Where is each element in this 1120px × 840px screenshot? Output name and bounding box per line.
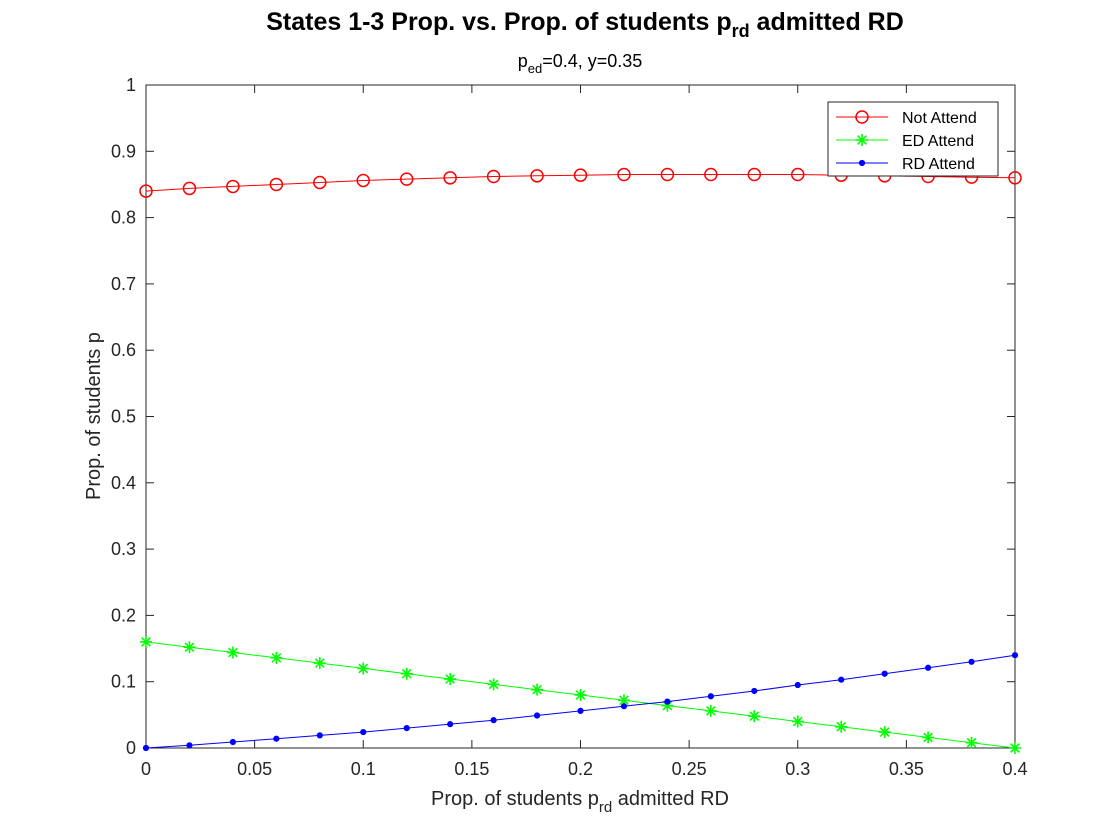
data-point <box>530 169 544 183</box>
y-tick-label: 1 <box>126 75 136 95</box>
data-point <box>356 173 370 188</box>
data-point <box>1008 171 1022 185</box>
data-point <box>835 720 848 733</box>
data-point <box>447 721 454 728</box>
x-axis-label: Prop. of students prd admitted RD <box>431 788 729 816</box>
chart-subtitle: ped=0.4, y=0.35 <box>518 51 643 76</box>
y-tick-label: 0.5 <box>111 407 136 427</box>
data-point <box>487 678 500 691</box>
data-point <box>881 670 888 677</box>
data-point <box>269 177 284 192</box>
data-point <box>661 699 674 712</box>
data-point <box>182 181 197 196</box>
chart-title: States 1-3 Prop. vs. Prop. of students p… <box>266 8 904 41</box>
data-point <box>878 726 891 739</box>
y-tick-label: 0.2 <box>111 605 136 625</box>
legend-label: Not Attend <box>902 110 977 127</box>
legend-entry: RD Attend <box>836 156 975 173</box>
legend-entry: Not Attend <box>836 110 977 127</box>
data-point <box>574 688 587 701</box>
data-point <box>403 725 410 732</box>
data-point <box>1011 652 1019 659</box>
data-point <box>400 667 413 680</box>
data-point <box>140 635 152 648</box>
data-point <box>531 683 544 696</box>
data-point <box>704 704 717 717</box>
data-point <box>748 710 761 723</box>
data-point <box>226 646 239 659</box>
x-tick-label: 0.1 <box>351 759 376 779</box>
x-tick-label: 0.15 <box>454 759 489 779</box>
legend-label: ED Attend <box>902 133 974 150</box>
data-point <box>360 728 367 736</box>
data-point <box>664 698 671 705</box>
axis-ticks: 0 0.05 0.1 0.15 0.2 0.25 0.3 0.35 0.4 0 0.1 0.2 0.3 0… <box>111 75 1028 779</box>
x-tick-label: 0.2 <box>568 759 593 779</box>
data-point <box>747 167 762 182</box>
data-point <box>620 703 628 710</box>
data-point <box>925 664 932 671</box>
y-tick-label: 0 <box>126 738 136 758</box>
data-point <box>577 707 584 714</box>
data-point <box>183 641 196 654</box>
data-point <box>273 735 280 742</box>
plot-area <box>145 84 1016 749</box>
series-ed-attend <box>140 635 1021 754</box>
data-point <box>968 658 975 665</box>
data-point <box>139 184 153 198</box>
x-tick-label: 0.35 <box>889 759 924 779</box>
data-point <box>226 179 240 194</box>
x-tick-label: 0.05 <box>237 759 272 779</box>
legend: Not Attend ED Attend RD Attend <box>827 101 999 177</box>
data-point <box>617 167 631 182</box>
legend-marker <box>855 110 869 124</box>
x-tick-label: 0 <box>141 759 151 779</box>
y-tick-label: 0.6 <box>111 340 136 360</box>
data-point <box>573 168 588 182</box>
y-axis-label: Prop. of students p <box>83 332 105 500</box>
data-point <box>533 712 541 719</box>
data-point <box>791 715 804 728</box>
data-point <box>751 687 758 695</box>
y-tick-label: 0.1 <box>111 672 136 692</box>
y-tick-label: 0.8 <box>111 208 136 228</box>
y-tick-label: 0.9 <box>111 141 136 161</box>
data-point <box>186 742 193 749</box>
data-point <box>838 676 845 683</box>
data-point <box>707 693 714 700</box>
data-point <box>794 681 801 689</box>
data-point <box>704 167 718 182</box>
data-point <box>1009 742 1021 754</box>
data-point <box>313 657 326 670</box>
data-point <box>486 169 501 184</box>
y-tick-label: 0.4 <box>111 473 136 493</box>
data-point <box>922 731 935 744</box>
data-point <box>316 732 323 739</box>
data-point <box>357 662 370 675</box>
data-point <box>313 175 327 190</box>
data-point <box>617 694 630 707</box>
legend-label: RD Attend <box>902 156 975 173</box>
data-point <box>270 651 283 664</box>
legend-marker <box>858 159 866 167</box>
data-point <box>660 167 675 182</box>
y-tick-label: 0.3 <box>111 539 136 559</box>
legend-entry: ED Attend <box>836 133 974 150</box>
data-point <box>142 744 150 752</box>
data-point <box>444 673 457 686</box>
x-tick-label: 0.4 <box>1002 759 1027 779</box>
x-tick-label: 0.25 <box>672 759 707 779</box>
series-rd-attend <box>142 652 1019 752</box>
legend-marker <box>856 134 868 146</box>
data-point <box>965 736 978 749</box>
data-point <box>443 171 457 185</box>
data-point <box>229 738 236 746</box>
data-point <box>791 167 805 182</box>
x-tick-label: 0.3 <box>785 759 810 779</box>
y-tick-label: 0.7 <box>111 274 136 294</box>
data-point <box>399 172 414 186</box>
data-point <box>490 717 497 724</box>
